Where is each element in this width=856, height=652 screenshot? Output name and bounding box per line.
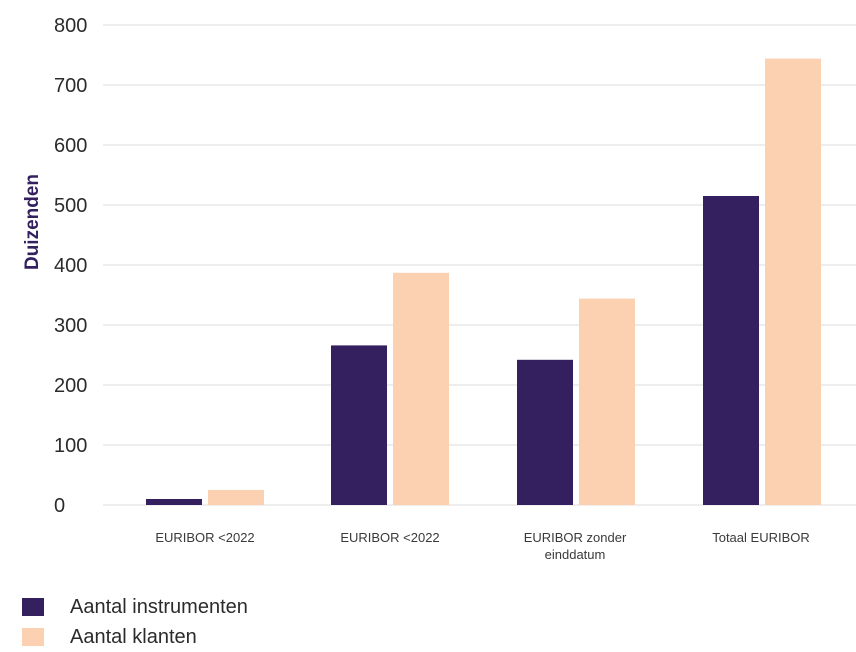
bar-klanten [393,272,449,505]
legend-item-klanten: Aantal klanten [22,622,248,652]
legend-label-instrumenten: Aantal instrumenten [70,595,248,618]
bar-instrumenten [331,345,387,505]
legend-swatch-klanten [22,628,44,646]
x-category-label: Totaal EURIBOR [712,530,810,545]
bar-klanten [208,490,264,505]
gridlines [103,24,856,506]
y-tick-label: 100 [54,435,87,457]
legend-item-instrumenten: Aantal instrumenten [22,592,248,622]
x-category-label: EURIBOR <2022 [340,530,439,545]
bar-instrumenten [146,499,202,505]
legend-swatch-instrumenten [22,598,44,616]
y-tick-label: 800 [54,15,87,37]
y-tick-label: 0 [54,495,65,517]
x-category-label: EURIBOR zonder einddatum [524,530,627,562]
legend: Aantal instrumenten Aantal klanten [22,592,248,652]
y-tick-label: 500 [54,195,87,217]
y-tick-label: 200 [54,375,87,397]
y-tick-label: 300 [54,315,87,337]
y-tick-label: 400 [54,255,87,277]
bar-klanten [579,298,635,505]
y-tick-label: 700 [54,75,87,97]
y-axis-ticks: 0 100 200 300 400 500 600 700 800 [54,15,87,517]
x-category-label: EURIBOR <2022 [155,530,254,545]
bar-instrumenten [517,359,573,505]
y-axis-label: Duizenden [22,174,43,270]
x-axis-categories: EURIBOR <2022 EURIBOR <2022 EURIBOR zonder… [155,530,809,562]
bar-klanten [765,58,821,505]
bar-instrumenten [703,196,759,505]
legend-label-klanten: Aantal klanten [70,625,197,648]
bars [146,58,821,505]
y-tick-label: 600 [54,135,87,157]
